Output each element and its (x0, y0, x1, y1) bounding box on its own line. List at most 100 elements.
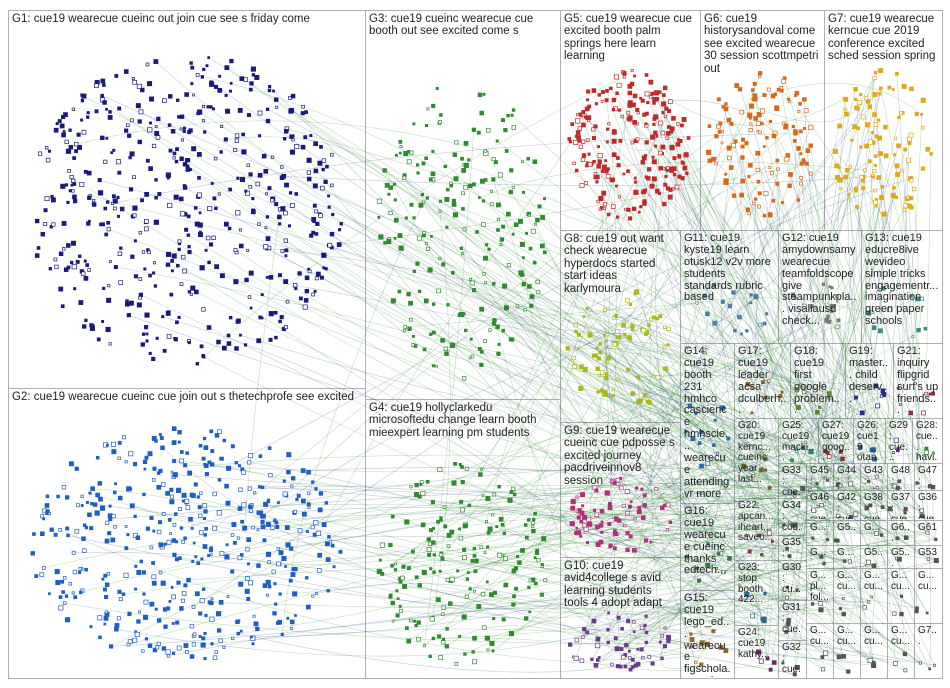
edge (803, 159, 879, 450)
node (268, 473, 273, 478)
node (744, 591, 750, 598)
node (219, 273, 225, 279)
node (132, 79, 137, 85)
node (756, 112, 762, 118)
node (45, 157, 51, 163)
node (626, 169, 630, 174)
group-box (778, 640, 807, 679)
node (270, 525, 275, 530)
node (427, 267, 433, 273)
node (147, 250, 151, 255)
group-label: G... cu... (837, 570, 856, 592)
node (487, 247, 491, 251)
edge (115, 266, 851, 485)
node (576, 530, 582, 536)
node (931, 391, 935, 396)
node (658, 314, 663, 319)
edge (850, 180, 919, 485)
node (756, 204, 761, 209)
node (524, 535, 529, 540)
edge (665, 116, 841, 486)
node (173, 337, 178, 342)
node (771, 660, 777, 665)
node (508, 189, 514, 195)
node (822, 561, 826, 566)
edge (291, 110, 917, 612)
node (748, 163, 753, 168)
edge (752, 202, 784, 388)
edge (606, 90, 830, 394)
node (260, 524, 266, 530)
edge (615, 602, 765, 639)
node (437, 467, 443, 473)
node (290, 476, 296, 481)
node (133, 514, 137, 518)
node (233, 147, 238, 152)
node (49, 225, 53, 229)
node (821, 667, 826, 672)
node (261, 153, 267, 159)
node (786, 617, 791, 623)
node (143, 325, 149, 330)
node (154, 125, 158, 129)
node (586, 516, 592, 522)
node (469, 280, 475, 286)
node (377, 215, 381, 219)
node (288, 578, 293, 583)
group-label: G16: cue19 wearecue cueinc thanks edtech… (684, 505, 727, 577)
node (317, 507, 323, 513)
node (67, 168, 71, 173)
node (114, 482, 117, 486)
node (436, 519, 441, 524)
node (579, 114, 583, 118)
node (435, 86, 439, 90)
node (647, 655, 652, 659)
node (386, 239, 392, 245)
node (138, 109, 144, 115)
node (565, 346, 570, 351)
node (192, 632, 197, 637)
node (234, 138, 240, 143)
node (799, 161, 804, 166)
node (436, 288, 441, 294)
node (472, 546, 477, 551)
node (328, 540, 333, 544)
node (459, 311, 465, 318)
node (267, 186, 272, 191)
node (391, 619, 395, 623)
edge (591, 306, 813, 660)
node (268, 275, 274, 280)
node (660, 633, 665, 638)
node (383, 241, 387, 245)
node (875, 486, 880, 490)
node (651, 159, 657, 165)
node (480, 468, 484, 471)
node (715, 567, 719, 571)
node (76, 132, 81, 137)
node (53, 127, 59, 133)
edge (657, 377, 821, 604)
node (81, 129, 87, 135)
node (292, 282, 298, 288)
node (458, 634, 461, 638)
node (82, 523, 87, 528)
node (760, 121, 764, 126)
node (243, 343, 248, 347)
node (57, 119, 62, 124)
node (629, 500, 633, 503)
node (321, 167, 325, 172)
node (690, 436, 696, 441)
group-box (824, 10, 943, 231)
node (162, 348, 167, 353)
node (103, 573, 108, 578)
node (887, 307, 892, 313)
node (105, 326, 111, 333)
node (214, 264, 220, 270)
node (923, 326, 928, 331)
node (727, 303, 733, 309)
node (209, 429, 214, 434)
node (723, 178, 729, 184)
node (510, 113, 514, 117)
node (785, 585, 790, 589)
node (426, 107, 430, 111)
